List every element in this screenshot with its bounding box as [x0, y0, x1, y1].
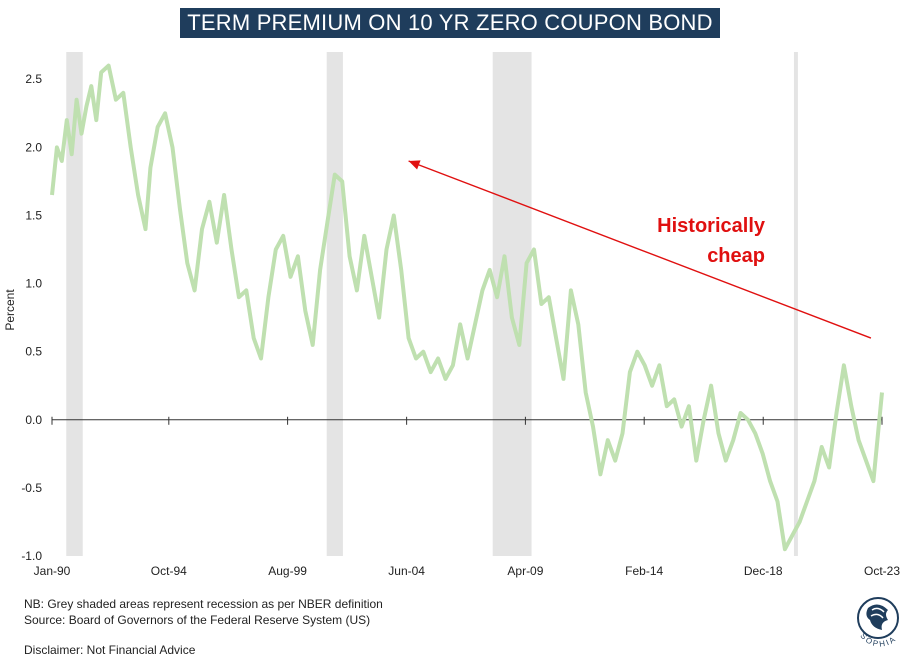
chart-title: TERM PREMIUM ON 10 YR ZERO COUPON BOND	[180, 8, 720, 38]
x-tick-label: Aug-99	[268, 564, 307, 578]
y-tick-label: 0.0	[25, 413, 42, 427]
y-tick-label: 2.5	[25, 72, 42, 86]
x-tick-label: Feb-14	[625, 564, 663, 578]
y-tick-label: 1.0	[25, 277, 42, 291]
y-tick-label: -1.0	[21, 549, 42, 563]
recession-bands	[66, 52, 798, 556]
series-term-premium	[50, 63, 884, 552]
x-tick-label: Oct-23	[864, 564, 900, 578]
x-tick-label: Oct-94	[151, 564, 187, 578]
recession-band-1	[66, 52, 83, 556]
annotation-arrow-line	[408, 160, 872, 339]
recession-band-2	[326, 52, 343, 556]
x-axis-labels: Jan-90 Oct-94 Aug-99 Jun-04 Apr-09 Feb-14 Dec-…	[34, 564, 901, 578]
y-tick-label: 0.5	[25, 345, 42, 359]
x-tick-label: Dec-18	[744, 564, 783, 578]
y-tick-label: 2.0	[25, 140, 42, 154]
svg-text:SOPHIA: SOPHIA	[858, 631, 898, 648]
sophia-logo: SOPHIA	[857, 597, 899, 649]
annotation-text: cheap	[707, 245, 765, 267]
recession-band-4	[793, 52, 798, 556]
annotation-arrowhead	[408, 160, 421, 170]
x-tick-label: Jun-04	[388, 564, 425, 578]
x-tick-label: Apr-09	[507, 564, 543, 578]
y-axis-label: Percent	[3, 289, 17, 331]
x-tick-label: Jan-90	[34, 564, 71, 578]
series-line	[50, 63, 884, 552]
y-axis: 2.5 2.0 1.5 1.0 0.5 0.0 -0.5 -1.0	[21, 72, 42, 563]
logo-text: SOPHIA	[858, 631, 896, 648]
annotation: Historically cheap	[408, 160, 872, 339]
annotation-text: Historically	[657, 215, 766, 237]
y-tick-label: -0.5	[21, 481, 42, 495]
note-recession: NB: Grey shaded areas represent recessio…	[24, 597, 383, 611]
x-axis	[51, 416, 883, 425]
note-disclaimer: Disclaimer: Not Financial Advice	[24, 643, 196, 657]
note-source: Source: Board of Governors of the Federa…	[24, 613, 371, 627]
y-tick-label: 1.5	[25, 208, 42, 222]
